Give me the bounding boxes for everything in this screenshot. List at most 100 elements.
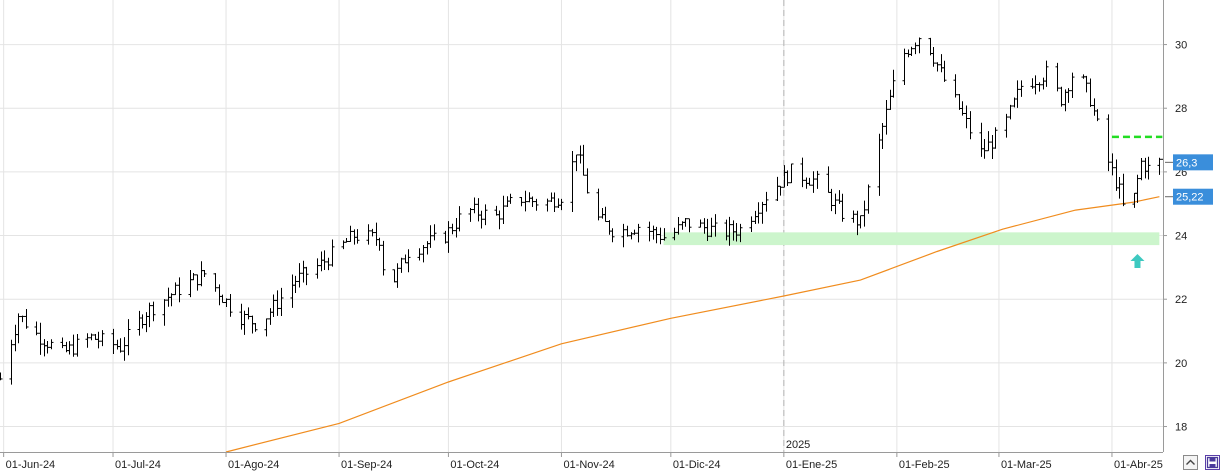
ohlc-bar — [1033, 75, 1038, 95]
ohlc-bar — [1055, 62, 1060, 92]
ohlc-bar — [775, 176, 780, 201]
save-icon[interactable] — [1205, 455, 1220, 470]
ohlc-bar — [636, 223, 641, 243]
ohlc-bar — [851, 210, 856, 223]
ohlc-bar — [552, 192, 557, 213]
ohlc-bar — [1132, 192, 1137, 208]
ohlc-bar — [1015, 80, 1020, 108]
ohlc-bar — [377, 237, 382, 251]
ohlc-bar — [578, 145, 583, 164]
x-tick-label: 01-Nov-24 — [563, 459, 614, 471]
chevron-up-icon[interactable] — [1183, 455, 1198, 470]
ohlc-bar — [1008, 104, 1013, 120]
ohlc-bar — [1121, 173, 1126, 207]
grid — [0, 0, 1163, 452]
ohlc-bar — [89, 333, 94, 341]
ohlc-bar — [217, 284, 222, 306]
ohlc-bar — [348, 225, 353, 242]
ohlc-bar — [501, 195, 506, 224]
ohlc-bar — [1143, 157, 1148, 179]
price-badge-label: 26,3 — [1176, 157, 1197, 169]
ohlc-bar — [457, 206, 462, 232]
ohlc-bar — [366, 224, 371, 245]
ohlc-bar — [450, 223, 455, 235]
ohlc-bar — [621, 223, 626, 248]
ohlc-bar — [738, 223, 743, 243]
ohlc-bar — [713, 214, 718, 237]
price-badges: 26,3 25,22 — [1165, 154, 1213, 205]
ohlc-bar — [20, 315, 25, 323]
ohlc-bar — [315, 258, 320, 279]
ohlc-bar — [625, 225, 630, 237]
ohlc-bar — [38, 322, 43, 355]
ohlc-bar — [34, 321, 39, 336]
ohlc-bar — [275, 290, 280, 316]
ohlc-bar — [683, 217, 688, 227]
ohlc-bar — [902, 48, 907, 85]
x-tick-label: 01-Jul-24 — [115, 459, 161, 471]
x-tick-label: 01-Oct-24 — [450, 459, 499, 471]
ohlc-bar — [177, 277, 182, 303]
ohlc-bar — [658, 227, 663, 245]
ohlc-bar — [960, 101, 965, 116]
x-tick-label: 01-Ago-24 — [228, 459, 279, 471]
ohlc-bar — [239, 303, 244, 330]
ohlc-bar — [468, 208, 473, 222]
ohlc-bar — [676, 217, 681, 235]
moving-average-layer — [225, 196, 1160, 453]
ohlc-bar — [979, 122, 984, 157]
ohlc-bar — [811, 171, 816, 193]
year-divider-label: 2025 — [786, 439, 810, 451]
ohlc-bar — [519, 196, 524, 207]
ohlc-bar — [527, 192, 532, 203]
ohlc-bar — [549, 192, 554, 203]
ohlc-bar — [13, 324, 18, 352]
ohlc-bar — [709, 217, 714, 238]
ohlc-bar — [425, 241, 430, 255]
ohlc-bar — [858, 215, 863, 229]
ohlc-bar — [1037, 82, 1042, 92]
ohlc-bar — [530, 196, 535, 207]
ohlc-bar — [990, 134, 995, 159]
ohlc-bar — [596, 188, 601, 221]
ohlc-bar — [1070, 72, 1075, 98]
y-tick-label: 30 — [1175, 40, 1187, 52]
ohlc-bar — [111, 328, 116, 354]
chevron-up-glyph — [1186, 459, 1195, 465]
ohlc-bar — [60, 337, 65, 349]
ohlc-bar — [326, 257, 331, 271]
ohlc-bar — [1041, 77, 1046, 90]
y-tick-label: 24 — [1175, 231, 1187, 243]
ohlc-bar — [1084, 75, 1089, 93]
ohlc-bar — [228, 294, 233, 317]
ohlc-bar — [815, 170, 820, 189]
ohlc-bar — [574, 154, 579, 172]
ohlc-bar — [395, 263, 400, 288]
y-tick-label: 28 — [1175, 103, 1187, 115]
ohlc-bar — [734, 222, 739, 242]
ohlc-bar — [115, 339, 120, 350]
ohlc-bar — [866, 184, 871, 214]
ohlc-bar — [705, 218, 710, 242]
ohlc-bar — [432, 224, 437, 241]
ohlc-bar — [67, 341, 72, 355]
ohlc-bar — [778, 185, 783, 196]
ohlc-bar — [610, 228, 615, 243]
ohlc-bar — [374, 222, 379, 246]
ohlc-bar — [1135, 174, 1140, 203]
ohlc-bar — [476, 198, 481, 222]
ohlc-bar — [406, 249, 411, 273]
price-badge-box — [1173, 154, 1213, 171]
ohlc-bar — [195, 274, 200, 291]
ohlc-bar — [906, 49, 911, 58]
ohlc-bar — [293, 275, 298, 294]
ohlc-bar — [753, 210, 758, 225]
ohlc-bar — [939, 54, 944, 73]
x-tick-label: 01-Mar-25 — [1001, 459, 1052, 471]
y-axis-panel — [1163, 0, 1228, 473]
arrow-up-icon — [1130, 254, 1145, 269]
year-divider: 2025 — [783, 0, 810, 452]
ohlc-bar — [833, 193, 838, 215]
ohlc-bar — [928, 37, 933, 56]
ohlc-bar — [570, 151, 575, 213]
